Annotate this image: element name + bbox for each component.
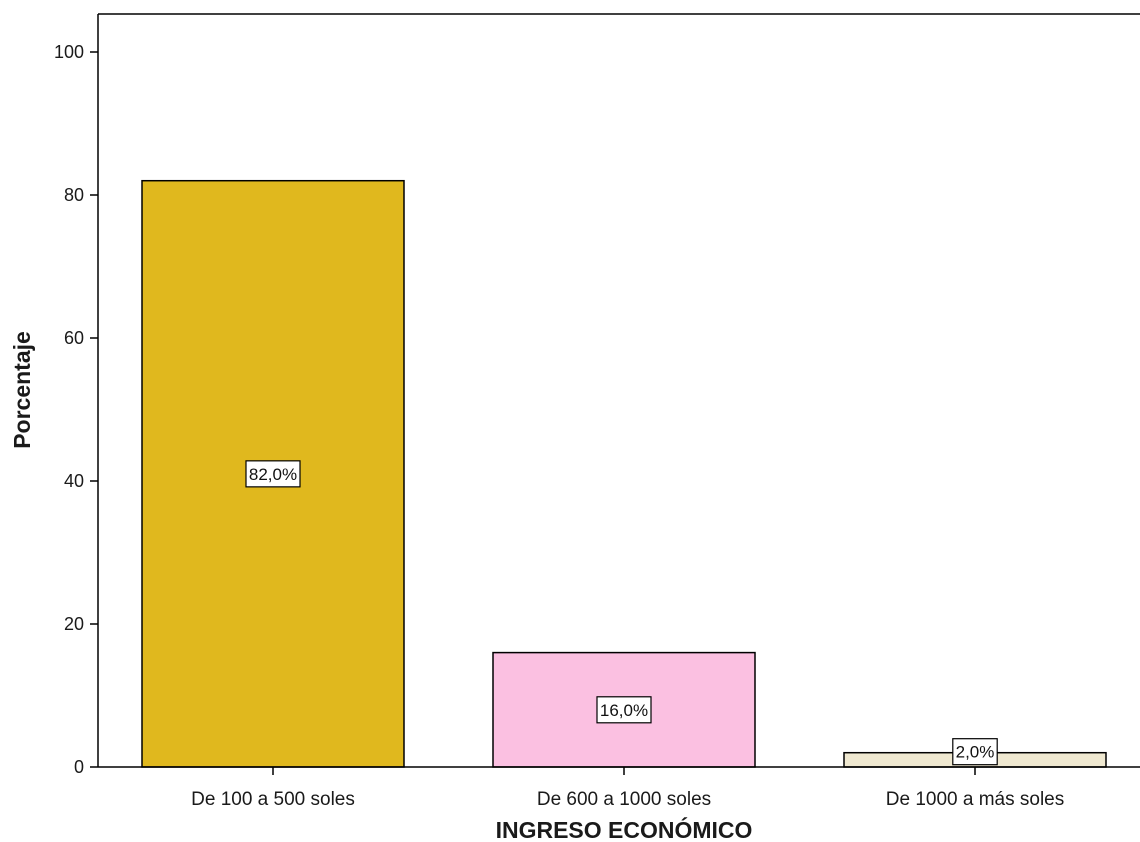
- data-label: 16,0%: [600, 701, 648, 720]
- y-tick-label: 60: [64, 328, 84, 348]
- y-tick-label: 20: [64, 614, 84, 634]
- x-tick-label: De 600 a 1000 soles: [537, 789, 711, 810]
- x-ticks-group: De 100 a 500 soles De 600 a 1000 soles De …: [191, 767, 1064, 810]
- data-label-box: [596, 696, 652, 724]
- y-axis-title: Porcentaje: [9, 331, 35, 449]
- data-label: 2,0%: [956, 743, 995, 762]
- y-tick-label: 0: [74, 757, 84, 777]
- y-tick-label: 100: [54, 42, 84, 62]
- data-label: 82,0%: [249, 465, 297, 484]
- data-label-box: [952, 738, 998, 766]
- data-label-box: [245, 460, 301, 488]
- y-tick-label: 80: [64, 185, 84, 205]
- data-labels-group: 82,0% 16,0% 2,0%: [245, 460, 998, 766]
- y-ticks-group: 0 20 40 60 80 100: [54, 42, 98, 777]
- x-tick-label: De 100 a 500 soles: [191, 789, 355, 810]
- x-axis-title: INGRESO ECONÓMICO: [496, 816, 753, 842]
- x-tick-label: De 1000 a más soles: [886, 789, 1065, 810]
- y-tick-label: 40: [64, 471, 84, 491]
